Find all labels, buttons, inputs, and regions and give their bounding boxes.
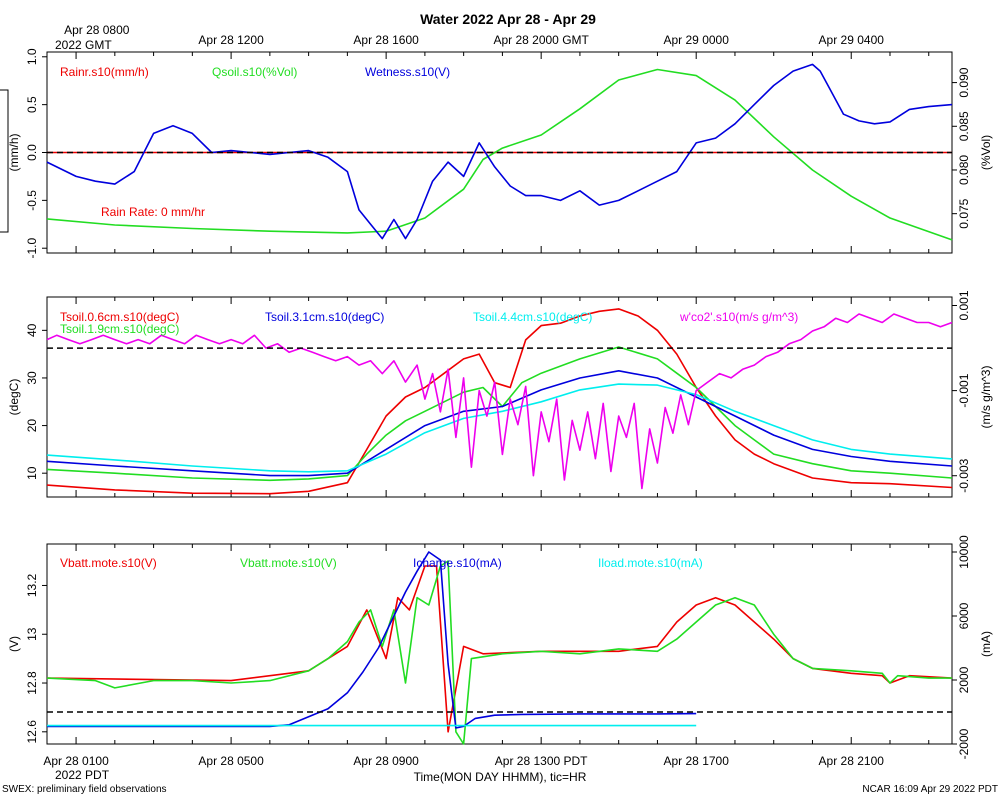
legend-tsoil-3-1cm: Tsoil.3.1cm.s10(degC) <box>265 310 384 324</box>
left-axis-label: (degC) <box>7 379 21 416</box>
legend-icharge: Icharge.s10(mA) <box>413 556 502 570</box>
right-tick-label: 0.001 <box>957 290 971 320</box>
right-tick-label: 0.080 <box>957 155 971 185</box>
bottom-time-label: Apr 28 0100 <box>43 754 109 768</box>
right-tick-label: 0.075 <box>957 198 971 228</box>
top-time-label: Apr 29 0400 <box>819 33 885 47</box>
left-bracket <box>0 89 9 233</box>
right-axis-label: (mA) <box>979 631 993 657</box>
right-tick-label: 0.085 <box>957 111 971 141</box>
left-tick-label: 0.0 <box>25 144 39 161</box>
series-line <box>46 313 953 490</box>
right-tick-label: 2000 <box>957 666 971 693</box>
right-axis-label: (%Vol) <box>979 135 993 170</box>
left-tick-label: 13.2 <box>25 573 39 597</box>
left-tick-label: 0.5 <box>25 96 39 113</box>
right-tick-label: 10000 <box>957 535 971 569</box>
left-axis-label: (V) <box>7 636 21 652</box>
top-time-label: Apr 28 1200 <box>198 33 264 47</box>
legend-wetness: Wetness.s10(V) <box>365 65 450 79</box>
legend-rainr: Rainr.s10(mm/h) <box>60 65 149 79</box>
left-axis-label: (mm/h) <box>7 134 21 172</box>
right-tick-label: -0.001 <box>957 373 971 407</box>
bottom-time-label: Apr 28 0500 <box>198 754 264 768</box>
left-tick-label: 20 <box>25 419 39 433</box>
series-line <box>46 369 953 477</box>
panel-frame <box>46 543 953 745</box>
series-line <box>46 560 952 745</box>
legend-iload: Iload.mote.s10(mA) <box>598 556 703 570</box>
bottom-time-label: Apr 28 1700 <box>664 754 730 768</box>
legend-vbatt-green: Vbatt.mote.s10(V) <box>240 556 337 570</box>
right-tick-label: 6000 <box>957 602 971 629</box>
left-tick-label: 1.0 <box>25 48 39 65</box>
panel-frame <box>46 296 953 498</box>
footer-left: SWEX: preliminary field observations <box>2 784 167 795</box>
series-line <box>46 68 953 241</box>
left-tick-label: 40 <box>25 323 39 337</box>
left-tick-label: 30 <box>25 371 39 385</box>
series-line <box>46 63 953 240</box>
legend-vbatt-red: Vbatt.mote.s10(V) <box>60 556 157 570</box>
rain-rate-annotation: Rain Rate: 0 mm/hr <box>101 205 205 219</box>
top-time-label: Apr 28 1600 <box>353 33 419 47</box>
right-axis-label: (m/s g/m^3) <box>979 366 993 429</box>
footer-right: NCAR 16:09 Apr 29 2022 PDT <box>862 784 998 795</box>
right-tick-label: -0.003 <box>957 458 971 492</box>
left-tick-label: 10 <box>25 466 39 480</box>
top-time-sublabel: 2022 GMT <box>55 38 112 52</box>
left-tick-label: -1.0 <box>25 238 39 259</box>
bottom-time-sublabel: 2022 PDT <box>55 768 110 782</box>
legend-wco2: w'co2'.s10(m/s g/m^3) <box>679 310 798 324</box>
series-line <box>47 551 697 729</box>
series-line <box>46 308 953 495</box>
legend-qsoil: Qsoil.s10(%Vol) <box>212 65 297 79</box>
legend-tsoil-0-6cm: Tsoil.0.6cm.s10(degC) <box>60 310 179 324</box>
series-line <box>46 383 953 473</box>
legend-tsoil-1-9cm: Tsoil.1.9cm.s10(degC) <box>60 322 179 336</box>
right-tick-label: 0.090 <box>957 67 971 97</box>
bottom-time-label: Apr 28 1300 PDT <box>495 754 588 768</box>
left-tick-label: 13 <box>25 627 39 641</box>
top-time-label: Apr 28 2000 GMT <box>493 33 589 47</box>
bottom-time-label: Apr 28 2100 <box>819 754 885 768</box>
top-time-label: Apr 29 0000 <box>664 33 730 47</box>
left-tick-label: -0.5 <box>25 190 39 211</box>
series-line <box>46 565 953 733</box>
series-line <box>46 346 953 482</box>
left-tick-label: 12.8 <box>25 671 39 695</box>
left-tick-label: 12.6 <box>25 720 39 744</box>
legend-tsoil-4-4cm: Tsoil.4.4cm.s10(degC) <box>473 310 592 324</box>
bottom-time-label: Apr 28 0900 <box>353 754 419 768</box>
top-time-label: Apr 28 0800 <box>64 23 130 37</box>
chart-title: Water 2022 Apr 28 - Apr 29 <box>420 11 596 27</box>
x-axis-label: Time(MON DAY HHMM), tic=HR <box>414 770 587 784</box>
right-tick-label: -2000 <box>957 728 971 759</box>
